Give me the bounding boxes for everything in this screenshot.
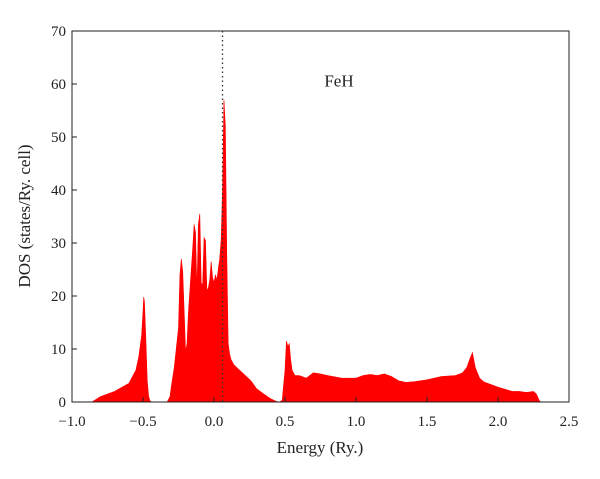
x-tick-label: 0.0: [205, 414, 224, 430]
y-tick-label: 10: [51, 342, 66, 358]
x-tick-label: 0.5: [276, 414, 295, 430]
x-tick-label: 2.5: [560, 414, 579, 430]
x-tick-label: 1.5: [418, 414, 437, 430]
x-tick-label: 1.0: [347, 414, 366, 430]
x-tick-label: −1.0: [58, 414, 85, 430]
y-tick-label: 70: [51, 24, 66, 40]
x-tick-label: −0.5: [129, 414, 156, 430]
x-axis-label: Energy (Ry.): [277, 438, 364, 457]
material-annotation: FeH: [324, 72, 353, 91]
plot-frame: [71, 30, 570, 403]
y-tick-label: 0: [59, 395, 67, 411]
y-tick-label: 20: [51, 289, 66, 305]
y-tick-label: 60: [51, 77, 66, 93]
x-axis: −1.0 −0.5 0.0 0.5 1.0 1.5 2.0 2.5: [58, 397, 578, 430]
dos-area-series-0: [90, 99, 569, 403]
y-axis-label: DOS (states/Ry. cell): [15, 144, 34, 287]
y-tick-label: 30: [51, 236, 66, 252]
x-tick-label: 2.0: [489, 414, 508, 430]
plot-area: [90, 99, 569, 403]
y-axis: 0 10 20 30 40 50 60 70: [51, 24, 77, 411]
y-tick-label: 50: [51, 130, 66, 146]
y-tick-label: 40: [51, 183, 66, 199]
